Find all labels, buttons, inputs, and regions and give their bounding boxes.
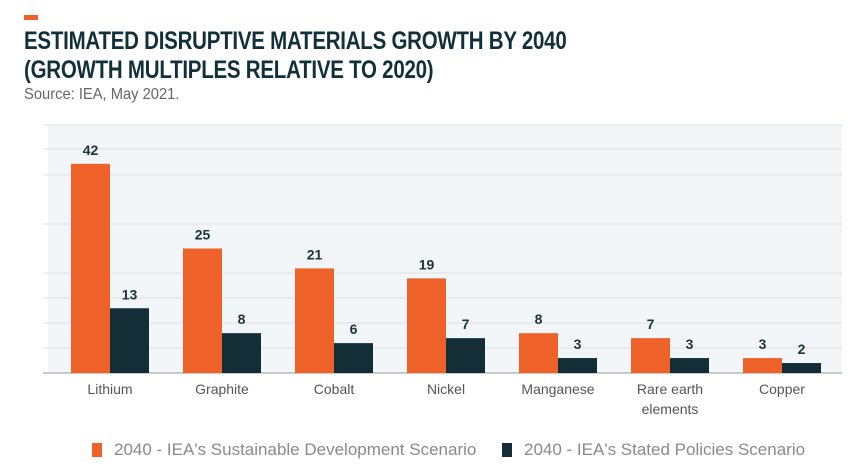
- bar-sps: [110, 308, 149, 373]
- bar-sds: [743, 358, 782, 373]
- x-tick-label: Copper: [759, 381, 805, 397]
- legend-label-sds: 2040 - IEA's Sustainable Development Sce…: [114, 440, 477, 459]
- x-tick-label: Rare earth: [637, 381, 703, 397]
- data-label: 42: [83, 142, 99, 158]
- bar-sds: [519, 333, 558, 373]
- bar-sps: [334, 343, 373, 373]
- legend-item-sds: 2040 - IEA's Sustainable Development Sce…: [92, 440, 476, 460]
- bar-sds: [631, 338, 670, 373]
- title-line-1: ESTIMATED DISRUPTIVE MATERIALS GROWTH BY…: [24, 27, 567, 55]
- x-tick-label: Nickel: [427, 381, 465, 397]
- bar-sps: [446, 338, 485, 373]
- data-label: 3: [574, 336, 582, 352]
- bar-sps: [222, 333, 261, 373]
- legend-item-sps: 2040 - IEA's Stated Policies Scenario: [502, 440, 805, 460]
- data-label: 3: [759, 336, 767, 352]
- data-label: 19: [419, 256, 435, 272]
- bar-sds: [71, 163, 110, 373]
- chart-title: ESTIMATED DISRUPTIVE MATERIALS GROWTH BY…: [24, 27, 567, 85]
- x-tick-label: Graphite: [195, 381, 249, 397]
- legend-label-sps: 2040 - IEA's Stated Policies Scenario: [524, 440, 806, 459]
- source-note: Source: IEA, May 2021.: [24, 86, 180, 103]
- bar-sps: [670, 358, 709, 373]
- title-accent-bar: [24, 15, 38, 20]
- bar-sps: [558, 358, 597, 373]
- bar-sds: [183, 248, 222, 373]
- data-label: 3: [686, 336, 694, 352]
- x-tick-label: Lithium: [87, 381, 132, 397]
- data-label: 8: [535, 311, 543, 327]
- data-label: 2: [798, 341, 806, 357]
- title-line-2: (GROWTH MULTIPLES RELATIVE TO 2020): [24, 56, 434, 84]
- x-tick-label: Cobalt: [314, 381, 355, 397]
- legend-swatch-sds: [92, 443, 102, 457]
- data-label: 8: [238, 311, 246, 327]
- bar-sps: [782, 363, 821, 373]
- data-label: 13: [122, 286, 138, 302]
- data-label: 7: [462, 316, 470, 332]
- x-tick-label: elements: [642, 401, 699, 417]
- bar-sds: [295, 268, 334, 373]
- x-tick-label: Manganese: [521, 381, 594, 397]
- data-label: 21: [307, 246, 323, 262]
- bar-sds: [407, 278, 446, 373]
- legend-swatch-sps: [502, 443, 512, 457]
- data-label: 7: [647, 316, 655, 332]
- data-label: 6: [350, 321, 358, 337]
- data-label: 25: [195, 227, 211, 243]
